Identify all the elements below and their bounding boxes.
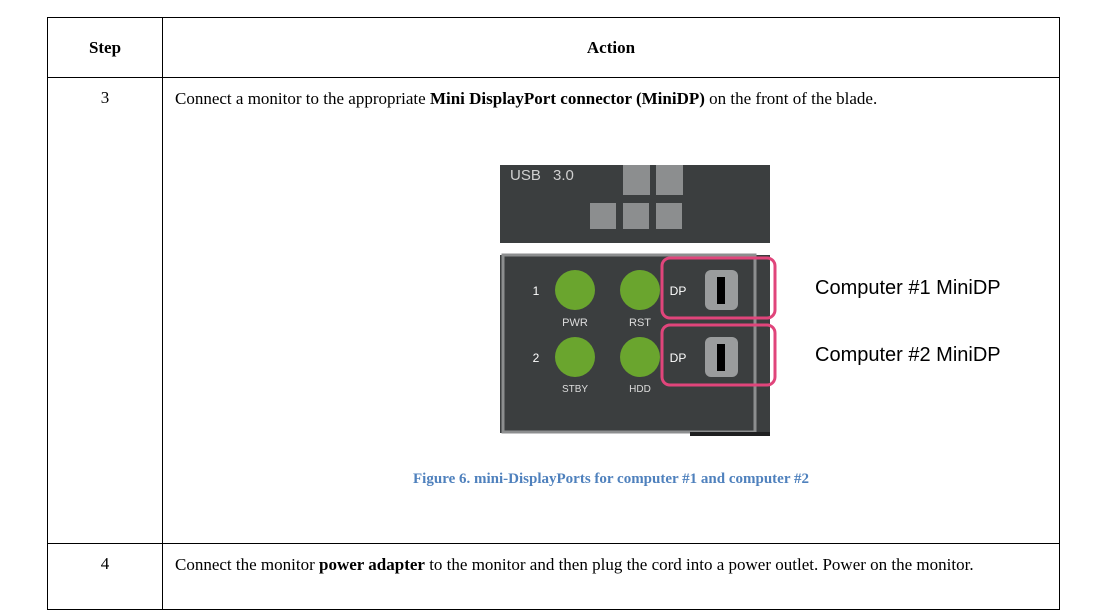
panel-label: 2 bbox=[533, 351, 540, 365]
highlight-box bbox=[660, 256, 777, 320]
action-cell: Connect the monitor power adapter to the… bbox=[162, 543, 1060, 610]
steps-table: Step Action 3 Connect a monitor to the a… bbox=[47, 17, 1060, 610]
callout: Computer #1 MiniDP bbox=[815, 277, 1001, 299]
header-cell: Step bbox=[47, 17, 163, 78]
panel-label: USB bbox=[510, 167, 541, 184]
port-square bbox=[656, 203, 682, 229]
dp-pin bbox=[717, 344, 725, 371]
step-cell: 4 bbox=[47, 543, 163, 610]
panel-label: STBY bbox=[562, 384, 588, 395]
figure-caption: Figure 6. mini-DisplayPorts for computer… bbox=[413, 471, 809, 487]
panel-label: DP bbox=[670, 284, 687, 298]
panel-label: HDD bbox=[629, 384, 651, 395]
button bbox=[620, 270, 660, 310]
button bbox=[620, 337, 660, 377]
callout: Computer #2 MiniDP bbox=[815, 344, 1001, 366]
header-cell: Action bbox=[162, 17, 1060, 78]
text-run: Connect a monitor to the appropriate bbox=[175, 89, 430, 108]
row: 4 Connect the monitor power adapter to t… bbox=[47, 543, 1060, 610]
panel-label: RST bbox=[629, 317, 651, 329]
port-square bbox=[656, 165, 683, 195]
text-run: Connect the monitor bbox=[175, 555, 320, 574]
panel-label: DP bbox=[670, 351, 687, 365]
button bbox=[555, 337, 595, 377]
separator bbox=[500, 243, 770, 255]
button bbox=[555, 270, 595, 310]
header-row: Step Action bbox=[47, 17, 1060, 78]
notch bbox=[690, 432, 770, 436]
bold-text: Mini DisplayPort connector (MiniDP) bbox=[429, 89, 705, 108]
port-square bbox=[623, 203, 649, 229]
bold-text: power adapter bbox=[319, 555, 425, 574]
dp-pin bbox=[717, 277, 725, 304]
panel-label: 1 bbox=[533, 284, 540, 298]
highlight-box bbox=[660, 323, 777, 387]
panel-label: PWR bbox=[562, 317, 588, 329]
text-run: on the front of the blade. bbox=[704, 89, 878, 108]
port-square bbox=[590, 203, 616, 229]
port-square bbox=[623, 165, 650, 195]
panel-label: 3.0 bbox=[553, 167, 574, 184]
text-run: to the monitor and then plug the cord in… bbox=[424, 555, 974, 574]
